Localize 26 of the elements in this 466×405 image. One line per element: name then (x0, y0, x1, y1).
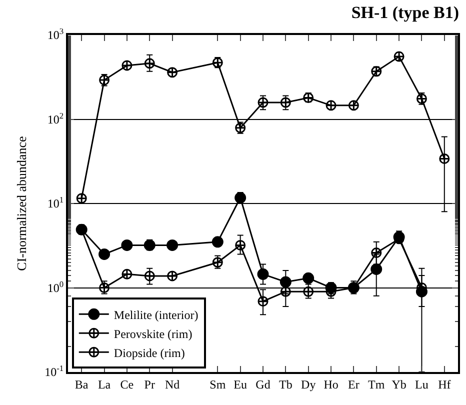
x-tick-label: Eu (234, 377, 247, 392)
x-tick-label: Dy (301, 377, 316, 392)
legend-label: Diopside (rim) (114, 346, 185, 360)
x-tick-label: Tm (368, 377, 386, 392)
x-tick-label: Pr (144, 377, 155, 392)
x-tick-label: Nd (164, 377, 180, 392)
x-tick-label: Ba (74, 377, 89, 392)
x-tick-label: Yb (392, 377, 406, 392)
chart-title: SH-1 (type B1) (351, 2, 460, 22)
y-tick-label: 10$^{1}$ (47, 196, 64, 211)
x-tick-label: Tb (279, 377, 292, 392)
x-tick-label: Ho (324, 377, 338, 392)
y-axis-title: CI-normalized abundance (14, 136, 30, 271)
legend-label: Melilite (interior) (114, 308, 198, 322)
x-tick-label: La (98, 377, 112, 392)
x-tick-label: Hf (438, 377, 451, 392)
y-tick-label: 10$^{0}$ (47, 280, 64, 295)
y-tick-label: 10$^{3}$ (47, 27, 64, 42)
y-tick-label: 10$^{-1}$ (44, 364, 64, 380)
x-tick-label: Sm (210, 377, 226, 392)
x-tick-label: Gd (256, 377, 270, 392)
legend-label: Perovskite (rim) (114, 326, 192, 341)
x-tick-label: Er (348, 377, 360, 392)
x-tick-label: Ce (120, 377, 134, 392)
x-tick-label: Lu (415, 377, 428, 392)
y-tick-label: 10$^{2}$ (47, 111, 64, 126)
